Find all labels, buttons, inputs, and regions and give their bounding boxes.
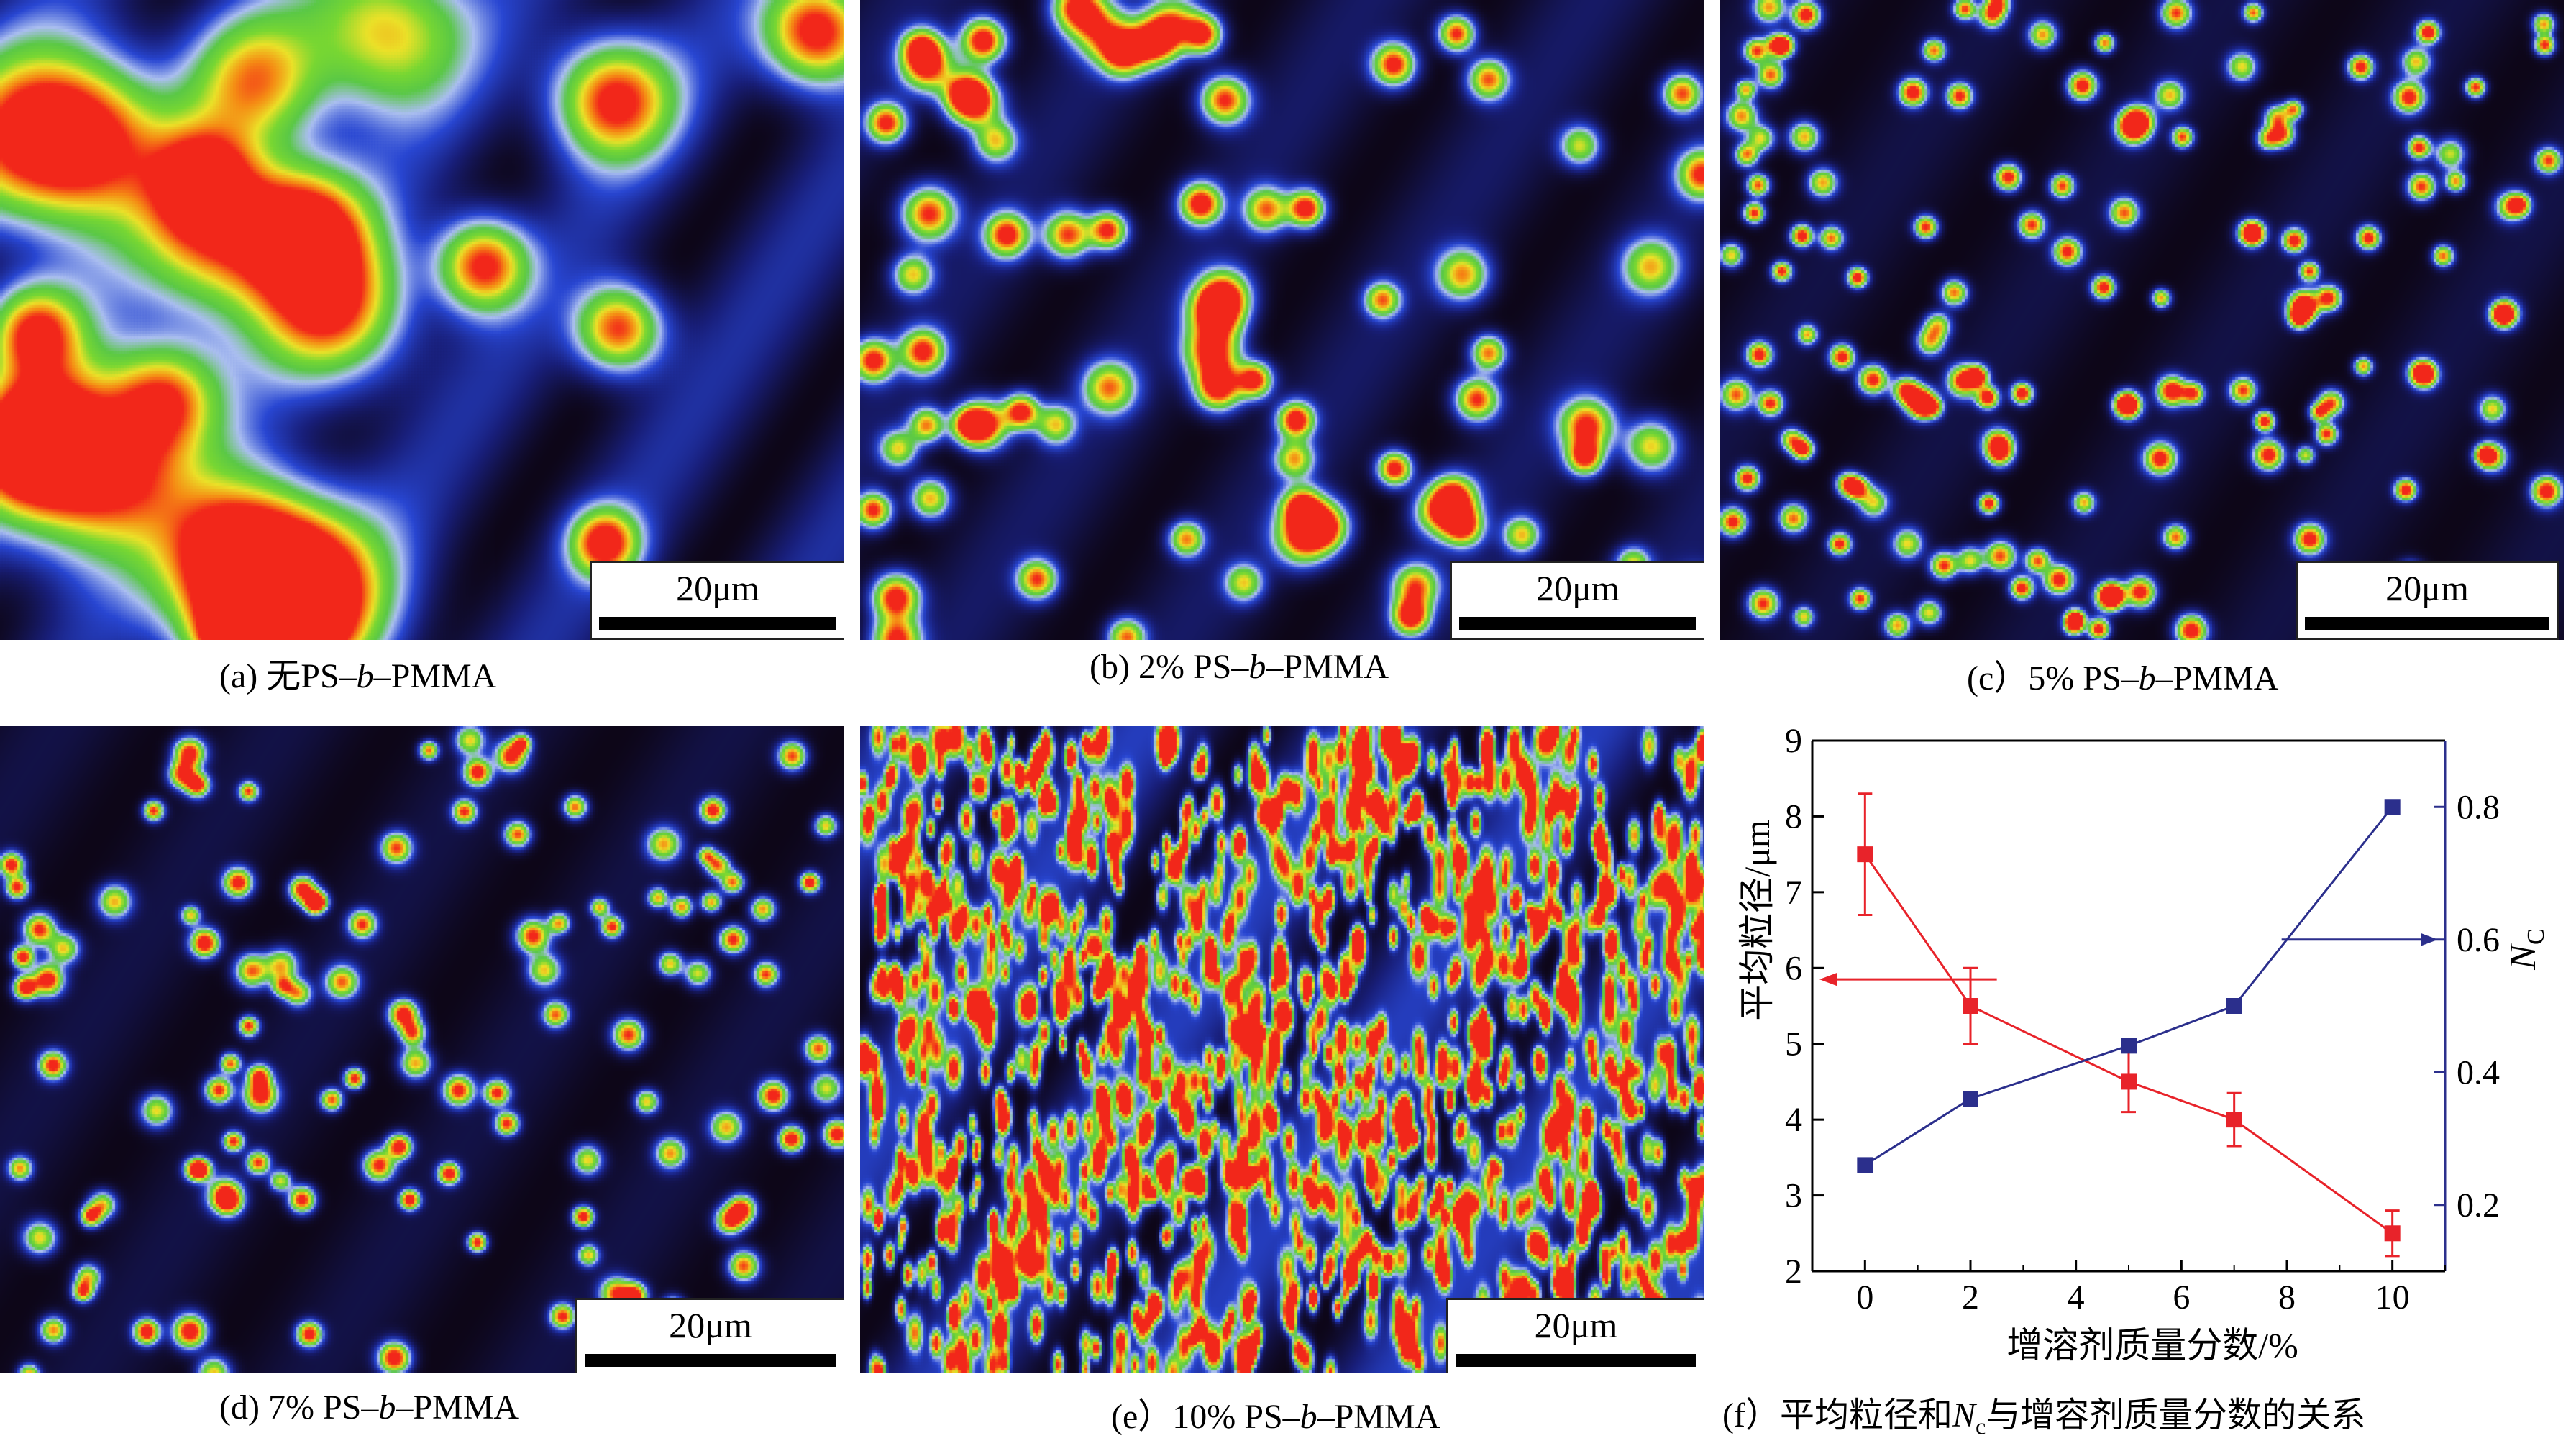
heatmap-panel-e: 20μm (860, 726, 1704, 1373)
caption-f: (f）平均粒径和Nc与增容剂质量分数的关系 (1722, 1396, 2366, 1439)
y-axis-label-right: NC (2503, 928, 2549, 970)
scale-bar-box-b: 20μm (1450, 561, 1704, 640)
heatmap-panel-c: 20μm (1720, 0, 2564, 640)
y-left-tick-label: 3 (1785, 1177, 1802, 1215)
x-tick-label: 6 (2173, 1278, 2190, 1317)
y-right-tick-label: 0.2 (2457, 1186, 2500, 1224)
x-tick-label: 4 (2068, 1278, 2085, 1317)
heatmap-canvas-a (0, 0, 844, 640)
scale-bar-box-d: 20μm (575, 1298, 844, 1373)
x-tick-label: 10 (2375, 1278, 2410, 1317)
y-right-tick-label: 0.8 (2457, 788, 2500, 826)
heatmap-panel-a: 20μm (0, 0, 844, 640)
caption-c: (c）5% PS–b–PMMA (1967, 659, 2279, 697)
y-left-tick-label: 2 (1785, 1253, 1802, 1291)
y-left-tick-label: 4 (1785, 1101, 1802, 1139)
scale-bar-e (1456, 1354, 1696, 1367)
scale-bar-c (2305, 617, 2549, 630)
data-point-series-2 (1857, 1157, 1873, 1173)
data-point-series-2 (2226, 998, 2242, 1014)
heatmap-canvas-d (0, 726, 844, 1373)
data-point-series-1 (1963, 998, 1978, 1014)
scale-label-e: 20μm (1534, 1305, 1618, 1345)
scale-label-c: 20μm (2385, 568, 2469, 608)
scale-label-a: 20μm (676, 568, 759, 608)
caption-a: (a) 无PS–b–PMMA (219, 657, 497, 695)
caption-d: (d) 7% PS–b–PMMA (219, 1388, 519, 1427)
scale-bar-a (599, 617, 836, 630)
y-left-tick-label: 5 (1785, 1025, 1802, 1063)
y-left-tick-label: 6 (1785, 949, 1802, 987)
data-point-series-1 (2121, 1073, 2137, 1090)
scale-label-d: 20μm (669, 1305, 752, 1345)
heatmap-canvas-c (1720, 0, 2564, 640)
data-point-series-1 (2226, 1112, 2242, 1128)
x-tick-label: 2 (1962, 1278, 1979, 1317)
data-point-series-2 (1963, 1091, 1978, 1107)
data-point-series-2 (2121, 1038, 2137, 1054)
y-right-tick-label: 0.4 (2457, 1053, 2500, 1091)
heatmap-panel-d: 20μm (0, 726, 844, 1373)
x-axis-label: 增溶剂质量分数/% (2006, 1325, 2298, 1365)
caption-b: (b) 2% PS–b–PMMA (1090, 648, 1389, 686)
axis-indicator-arrowhead-left (1819, 973, 1837, 986)
axis-indicator-arrowhead-right (2421, 933, 2438, 946)
x-tick-label: 0 (1856, 1278, 1873, 1317)
heatmap-canvas-b (860, 0, 1704, 640)
scale-bar-d (585, 1354, 836, 1367)
caption-e: (e）10% PS–b–PMMA (1111, 1398, 1440, 1436)
y-left-tick-label: 9 (1785, 722, 1802, 760)
scale-label-b: 20μm (1536, 568, 1620, 608)
data-point-series-2 (2384, 799, 2401, 815)
y-left-tick-label: 8 (1785, 797, 1802, 835)
line-chart-f: 0 2 4 6 8 10 2 3 4 5 6 7 8 9 0.2 0.4 0.6 0.8 平均粒径/μm NC 增… (1737, 722, 2549, 1365)
heatmap-canvas-e (860, 726, 1704, 1373)
scale-bar-box-a: 20μm (590, 561, 844, 640)
y-axis-label-left: 平均粒径/μm (1737, 820, 1777, 1021)
y-left-tick-label: 7 (1785, 874, 1802, 912)
y-right-tick-label: 0.6 (2457, 921, 2500, 959)
scale-bar-box-c: 20μm (2296, 561, 2559, 640)
data-point-series-1 (2384, 1225, 2401, 1242)
scale-bar-b (1459, 617, 1696, 630)
scale-bar-box-e: 20μm (1446, 1298, 1704, 1373)
chart-content: 0 2 4 6 8 10 2 3 4 5 6 7 8 9 0.2 0.4 0.6 0.8 (1785, 722, 2500, 1317)
x-tick-label: 8 (2278, 1278, 2296, 1317)
heatmap-panel-b: 20μm (860, 0, 1704, 640)
data-point-series-1 (1857, 846, 1873, 863)
